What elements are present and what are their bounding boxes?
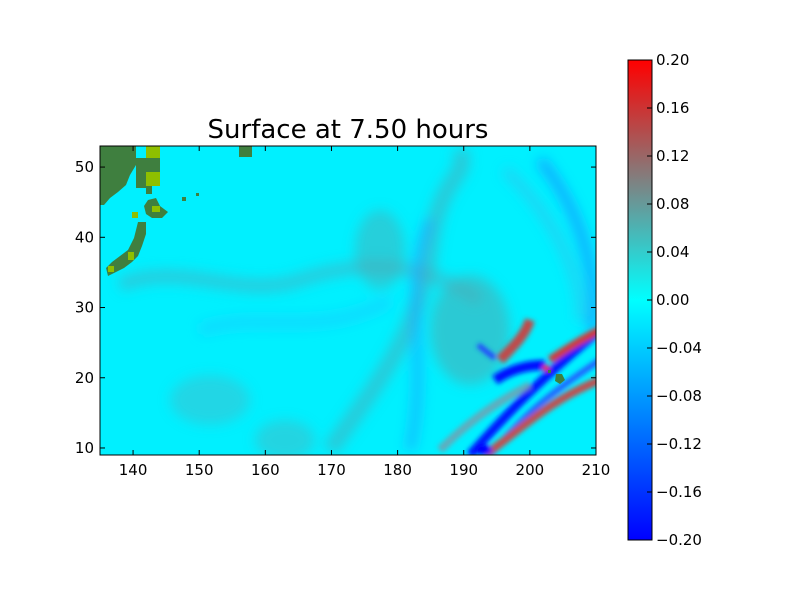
ray-blue-1 — [466, 327, 596, 455]
colorbar-tick-label: 0.00 — [656, 291, 689, 309]
colorbar: 0.20 0.16 0.12 0.08 0.04 0.00 −0.04 −0.08 −0.12 −… — [627, 51, 702, 549]
land-hokkaido-highlight — [152, 206, 160, 212]
colorbar-tick-label: −0.12 — [656, 435, 702, 453]
x-tick-label: 140 — [119, 461, 148, 479]
x-tick-label: 210 — [582, 461, 611, 479]
y-tick-label: 20 — [75, 369, 94, 387]
y-axis: 10 20 30 40 50 — [75, 158, 596, 457]
colorbar-tick-label: −0.16 — [656, 483, 702, 501]
x-tick-label: 160 — [251, 461, 280, 479]
colorbar-tick-label: 0.04 — [656, 243, 689, 261]
y-tick-label: 30 — [75, 299, 94, 317]
colorbar-tick-label: 0.12 — [656, 147, 689, 165]
x-tick-label: 170 — [317, 461, 346, 479]
land-highlight-1 — [146, 146, 160, 158]
ray-red-1 — [482, 377, 596, 455]
land-honshu-highlight-2 — [132, 212, 138, 218]
source-red-core — [542, 365, 550, 371]
wave-band-grey-2 — [323, 147, 470, 455]
wave-patch-grey-3 — [170, 375, 250, 425]
land-honshu-highlight-3 — [108, 266, 114, 272]
land-kamchatka — [100, 146, 136, 205]
land-hawaii-small — [548, 370, 551, 373]
ray-red-2 — [496, 318, 535, 364]
wave-patch-grey-1 — [430, 275, 510, 385]
wave-patch-grey-4 — [255, 420, 315, 455]
land-small-2 — [196, 193, 199, 196]
colorbar-tick-label: −0.20 — [656, 531, 702, 549]
x-tick-label: 190 — [449, 461, 478, 479]
land-island-aleut — [239, 146, 252, 157]
wave-band-blue-1 — [405, 218, 435, 452]
land-highlight-2 — [146, 172, 160, 186]
land-masses — [100, 146, 565, 384]
x-tick-label: 150 — [185, 461, 214, 479]
land-honshu-highlight-1 — [128, 252, 134, 260]
land-kuril-3 — [146, 186, 152, 194]
y-tick-label: 10 — [75, 439, 94, 457]
colorbar-tick-label: 0.20 — [656, 51, 689, 69]
ray-grey-1 — [437, 381, 532, 453]
x-tick-label: 180 — [383, 461, 412, 479]
plot-frame — [99, 145, 597, 456]
colorbar-tick-label: −0.04 — [656, 339, 702, 357]
y-tick-label: 40 — [75, 228, 94, 246]
colorbar-tick-label: 0.08 — [656, 195, 689, 213]
land-hawaii — [555, 374, 565, 384]
chart-title: Surface at 7.50 hours — [208, 115, 489, 145]
y-tick-label: 50 — [75, 158, 94, 176]
source-region — [437, 318, 596, 455]
wave-patch-grey-2 — [355, 210, 405, 290]
wave-arc-outer — [536, 156, 596, 332]
colorbar-ticks: 0.20 0.16 0.12 0.08 0.04 0.00 −0.04 −0.08 −0.12 −… — [647, 51, 702, 549]
ray-red-3 — [547, 327, 596, 364]
land-small-1 — [182, 197, 186, 201]
x-tick-label: 200 — [516, 461, 545, 479]
colorbar-tick-label: −0.08 — [656, 387, 702, 405]
x-axis: 140 150 160 170 180 190 200 210 — [119, 146, 611, 479]
ray-blue-4 — [476, 342, 497, 361]
land-kuril-1 — [136, 158, 146, 188]
plot-area — [99, 145, 597, 456]
colorbar-tick-label: 0.16 — [656, 99, 689, 117]
land-honshu — [106, 222, 146, 276]
ray-blue-3 — [492, 360, 546, 385]
wave-arc-mid — [501, 166, 586, 321]
land-kuril-2 — [146, 158, 160, 172]
source-blue-core — [476, 445, 492, 455]
wave-band-blue-2 — [198, 294, 393, 336]
